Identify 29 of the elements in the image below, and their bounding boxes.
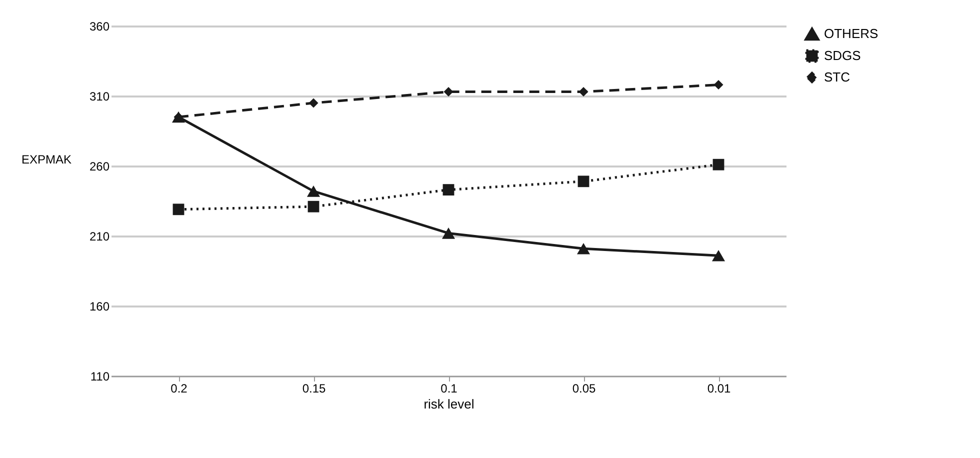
y-tick-label: 110 xyxy=(90,370,110,384)
point xyxy=(578,87,588,97)
y-tick-label: 310 xyxy=(89,90,110,104)
legend-label: SDGS xyxy=(824,48,862,63)
y-axis-title: EXPMAK xyxy=(21,152,72,166)
point xyxy=(442,184,454,196)
legend-label: STC xyxy=(824,70,850,84)
point xyxy=(578,176,590,188)
point xyxy=(714,80,724,90)
point xyxy=(172,204,184,216)
x-tick-label: 0.15 xyxy=(302,382,326,396)
y-tick-label: 260 xyxy=(89,160,110,174)
point xyxy=(308,98,318,108)
y-tick-label: 210 xyxy=(89,230,110,244)
point xyxy=(712,158,724,170)
y-tick-label: 160 xyxy=(89,300,110,314)
x-axis-title: risk level xyxy=(424,396,474,412)
point xyxy=(444,87,454,97)
point xyxy=(306,186,320,197)
point xyxy=(442,228,456,239)
y-tick-label: 360 xyxy=(89,20,110,34)
point xyxy=(712,250,726,262)
point xyxy=(576,242,590,254)
legend-label: OTHERS xyxy=(824,26,878,41)
x-tick-label: 0.01 xyxy=(707,382,731,396)
x-tick-label: 0.05 xyxy=(572,382,596,396)
x-tick-label: 0.2 xyxy=(170,382,188,396)
point xyxy=(308,200,320,212)
x-tick-label: 0.1 xyxy=(440,382,458,396)
